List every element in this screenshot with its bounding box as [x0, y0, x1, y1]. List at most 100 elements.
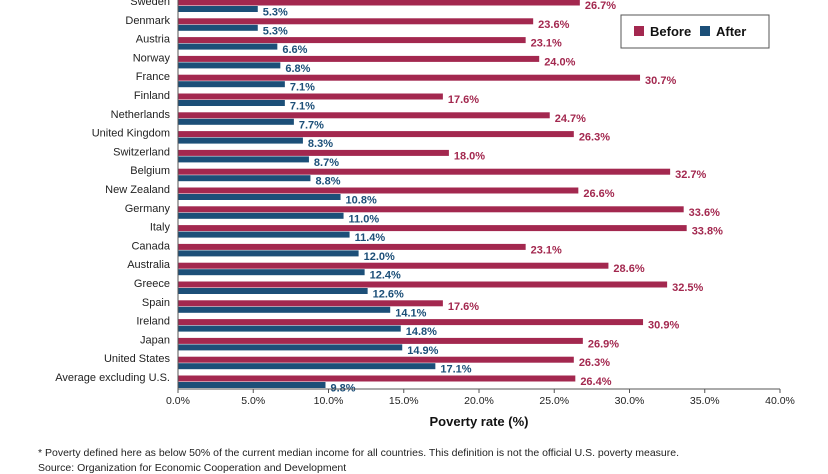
x-axis-title: Poverty rate (%) — [430, 414, 529, 429]
bar-before — [178, 337, 583, 344]
value-label-after: 12.0% — [364, 251, 395, 263]
value-label-after: 14.8% — [406, 326, 437, 338]
category-label: Ireland — [136, 316, 170, 328]
bar-before — [178, 375, 576, 382]
value-label-before: 26.9% — [588, 338, 619, 350]
x-tick-label: 15.0% — [389, 395, 419, 407]
legend-label-before: Before — [650, 24, 691, 39]
category-label: Italy — [150, 222, 171, 234]
x-tick-label: 30.0% — [615, 395, 645, 407]
category-label: Greece — [134, 278, 170, 290]
value-label-before: 33.6% — [689, 207, 720, 219]
value-label-after: 7.7% — [299, 119, 324, 131]
value-label-before: 26.7% — [585, 0, 616, 12]
x-tick-label: 5.0% — [241, 395, 265, 407]
value-label-after: 5.3% — [263, 25, 288, 37]
bar-before — [178, 55, 540, 62]
legend-label-after: After — [716, 24, 746, 39]
value-label-before: 18.0% — [454, 150, 485, 162]
value-label-after: 12.6% — [373, 289, 404, 301]
x-tick-label: 25.0% — [539, 395, 569, 407]
bar-after — [178, 382, 326, 388]
bar-after — [178, 344, 403, 351]
bar-after — [178, 100, 285, 106]
value-label-after: 14.9% — [407, 345, 438, 357]
bar-before — [178, 356, 574, 363]
value-label-before: 24.0% — [544, 56, 575, 68]
bar-after — [178, 6, 258, 12]
bar-before — [178, 131, 574, 138]
category-label: Finland — [134, 90, 170, 102]
value-label-before: 24.7% — [555, 113, 586, 125]
category-label: Canada — [131, 240, 170, 252]
legend-swatch-before — [634, 26, 644, 36]
x-tick-label: 40.0% — [765, 395, 795, 407]
category-label: Belgium — [130, 165, 170, 177]
bar-before — [178, 262, 609, 269]
value-label-after: 8.3% — [308, 138, 333, 150]
value-label-after: 8.8% — [315, 176, 340, 188]
bar-before — [178, 281, 668, 288]
value-label-after: 14.1% — [395, 307, 426, 319]
category-label: Austria — [136, 34, 171, 46]
footnote: * Poverty defined here as below 50% of t… — [38, 447, 680, 459]
bar-after — [178, 250, 359, 257]
value-label-after: 7.1% — [290, 101, 315, 113]
labels-layer: Sweden 26.7% 5.3% Denmark 23.6% 5.3% Austria 23… — [55, 0, 723, 395]
x-tick-label: 20.0% — [464, 395, 494, 407]
bar-after — [178, 62, 281, 69]
bar-after — [178, 43, 278, 50]
category-label: Australia — [127, 259, 171, 271]
x-tick-label: 10.0% — [314, 395, 344, 407]
value-label-after: 17.1% — [440, 364, 471, 376]
value-label-before: 30.7% — [645, 75, 676, 87]
x-tick-label: 35.0% — [690, 395, 720, 407]
bar-before — [178, 18, 534, 25]
category-label: France — [136, 71, 170, 83]
value-label-before: 26.3% — [579, 357, 610, 369]
value-label-before: 30.9% — [648, 320, 679, 332]
category-label: United States — [104, 353, 171, 365]
bar-after — [178, 288, 368, 294]
source-note: Source: Organization for Economic Cooper… — [38, 462, 347, 474]
bar-after — [178, 194, 341, 200]
bar-after — [178, 231, 350, 238]
bar-after — [178, 156, 309, 163]
bar-before — [178, 319, 644, 326]
value-label-after: 10.8% — [346, 195, 377, 207]
x-tick-label: 0.0% — [166, 395, 190, 407]
category-label: United Kingdom — [92, 128, 170, 140]
category-label: Average excluding U.S. — [55, 372, 170, 384]
value-label-after: 5.3% — [263, 7, 288, 19]
value-label-after: 6.6% — [282, 44, 307, 56]
category-label: Sweden — [130, 0, 170, 8]
legend-swatch-after — [700, 26, 710, 36]
bar-before — [178, 168, 671, 175]
bar-before — [178, 225, 687, 232]
bar-before — [178, 37, 526, 44]
bar-after — [178, 81, 285, 88]
bar-after — [178, 269, 365, 276]
legend: Before After — [620, 14, 770, 49]
value-label-before: 32.5% — [672, 282, 703, 294]
bar-after — [178, 212, 344, 219]
value-label-after: 7.1% — [290, 82, 315, 94]
bar-before — [178, 243, 526, 250]
x-axis: 0.0% 5.0% 10.0% 15.0% 20.0% 25.0% 30.0% 35.0% 40… — [166, 0, 795, 407]
value-label-before: 23.6% — [538, 19, 569, 31]
bar-after — [178, 24, 258, 31]
value-label-before: 26.4% — [580, 376, 611, 388]
bar-before — [178, 300, 443, 307]
value-label-after: 8.7% — [314, 157, 339, 169]
bar-before — [178, 187, 579, 194]
value-label-before: 26.6% — [583, 188, 614, 200]
bar-after — [178, 175, 311, 182]
category-label: Switzerland — [113, 146, 170, 158]
category-label: Spain — [142, 297, 170, 309]
value-label-before: 32.7% — [675, 169, 706, 181]
bar-after — [178, 363, 436, 370]
bar-after — [178, 118, 294, 125]
bar-before — [178, 74, 641, 81]
bar-after — [178, 137, 303, 144]
